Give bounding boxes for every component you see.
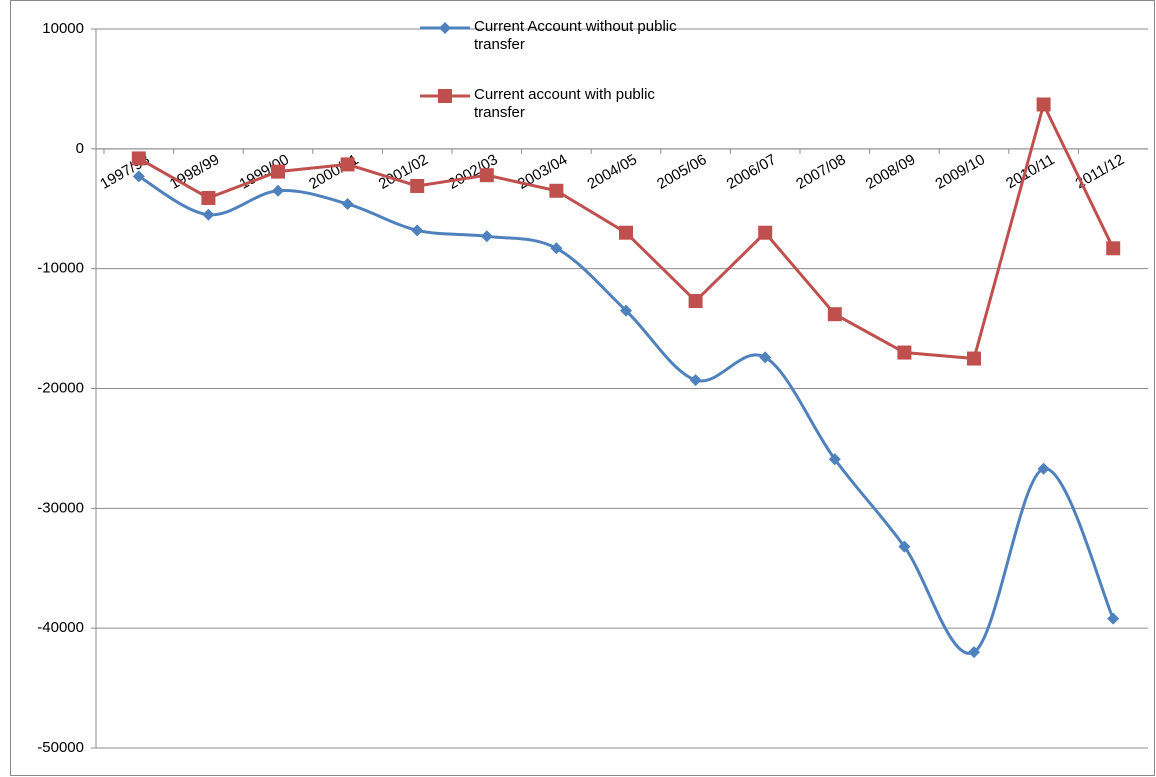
marker xyxy=(968,646,980,659)
marker xyxy=(550,242,563,255)
x-tick-label: 2000/01 xyxy=(306,151,361,193)
marker xyxy=(759,351,772,364)
marker xyxy=(340,157,355,172)
marker xyxy=(131,151,146,166)
legend-label: Current account with public transfer xyxy=(474,86,655,121)
marker xyxy=(1037,462,1050,475)
x-tick-label: 2006/07 xyxy=(724,151,779,193)
marker xyxy=(827,307,842,322)
frame xyxy=(10,0,1155,776)
y-tick-label: 10000 xyxy=(42,20,84,37)
legend-label: Current Account without public transfer xyxy=(474,18,677,53)
series-line xyxy=(138,175,1115,655)
marker xyxy=(411,224,424,237)
marker xyxy=(620,304,632,317)
x-tick-label: 2004/05 xyxy=(585,151,640,193)
legend-marker xyxy=(438,89,452,103)
x-tick-label: 2007/08 xyxy=(793,151,848,193)
marker xyxy=(688,294,703,309)
marker xyxy=(202,208,215,221)
marker xyxy=(828,453,841,466)
marker xyxy=(897,345,912,360)
legend-marker xyxy=(439,22,451,34)
marker xyxy=(1036,97,1051,112)
x-tick-label: 2008/09 xyxy=(863,151,918,193)
marker xyxy=(479,168,494,183)
marker xyxy=(1107,612,1120,625)
y-tick-label: 0 xyxy=(76,140,84,157)
marker xyxy=(410,178,425,193)
marker xyxy=(549,183,564,198)
marker xyxy=(272,184,284,197)
marker xyxy=(898,540,911,553)
y-tick-label: -40000 xyxy=(37,619,84,636)
marker xyxy=(1106,241,1121,256)
y-tick-label: -10000 xyxy=(37,260,84,277)
y-tick-label: -20000 xyxy=(37,379,84,396)
x-tick-label: 2011/12 xyxy=(1073,151,1127,192)
x-tick-label: 1998/99 xyxy=(167,151,222,193)
marker xyxy=(967,351,981,366)
marker xyxy=(619,225,633,240)
y-tick-label: -50000 xyxy=(37,739,84,756)
x-tick-label: 2005/06 xyxy=(654,151,709,193)
y-tick-label: -30000 xyxy=(37,499,84,516)
marker xyxy=(132,170,145,183)
marker xyxy=(341,197,354,210)
marker xyxy=(201,190,216,205)
marker xyxy=(480,230,493,243)
marker xyxy=(758,225,773,240)
x-tick-label: 2009/10 xyxy=(933,151,988,193)
marker xyxy=(689,374,702,387)
marker xyxy=(271,164,285,179)
